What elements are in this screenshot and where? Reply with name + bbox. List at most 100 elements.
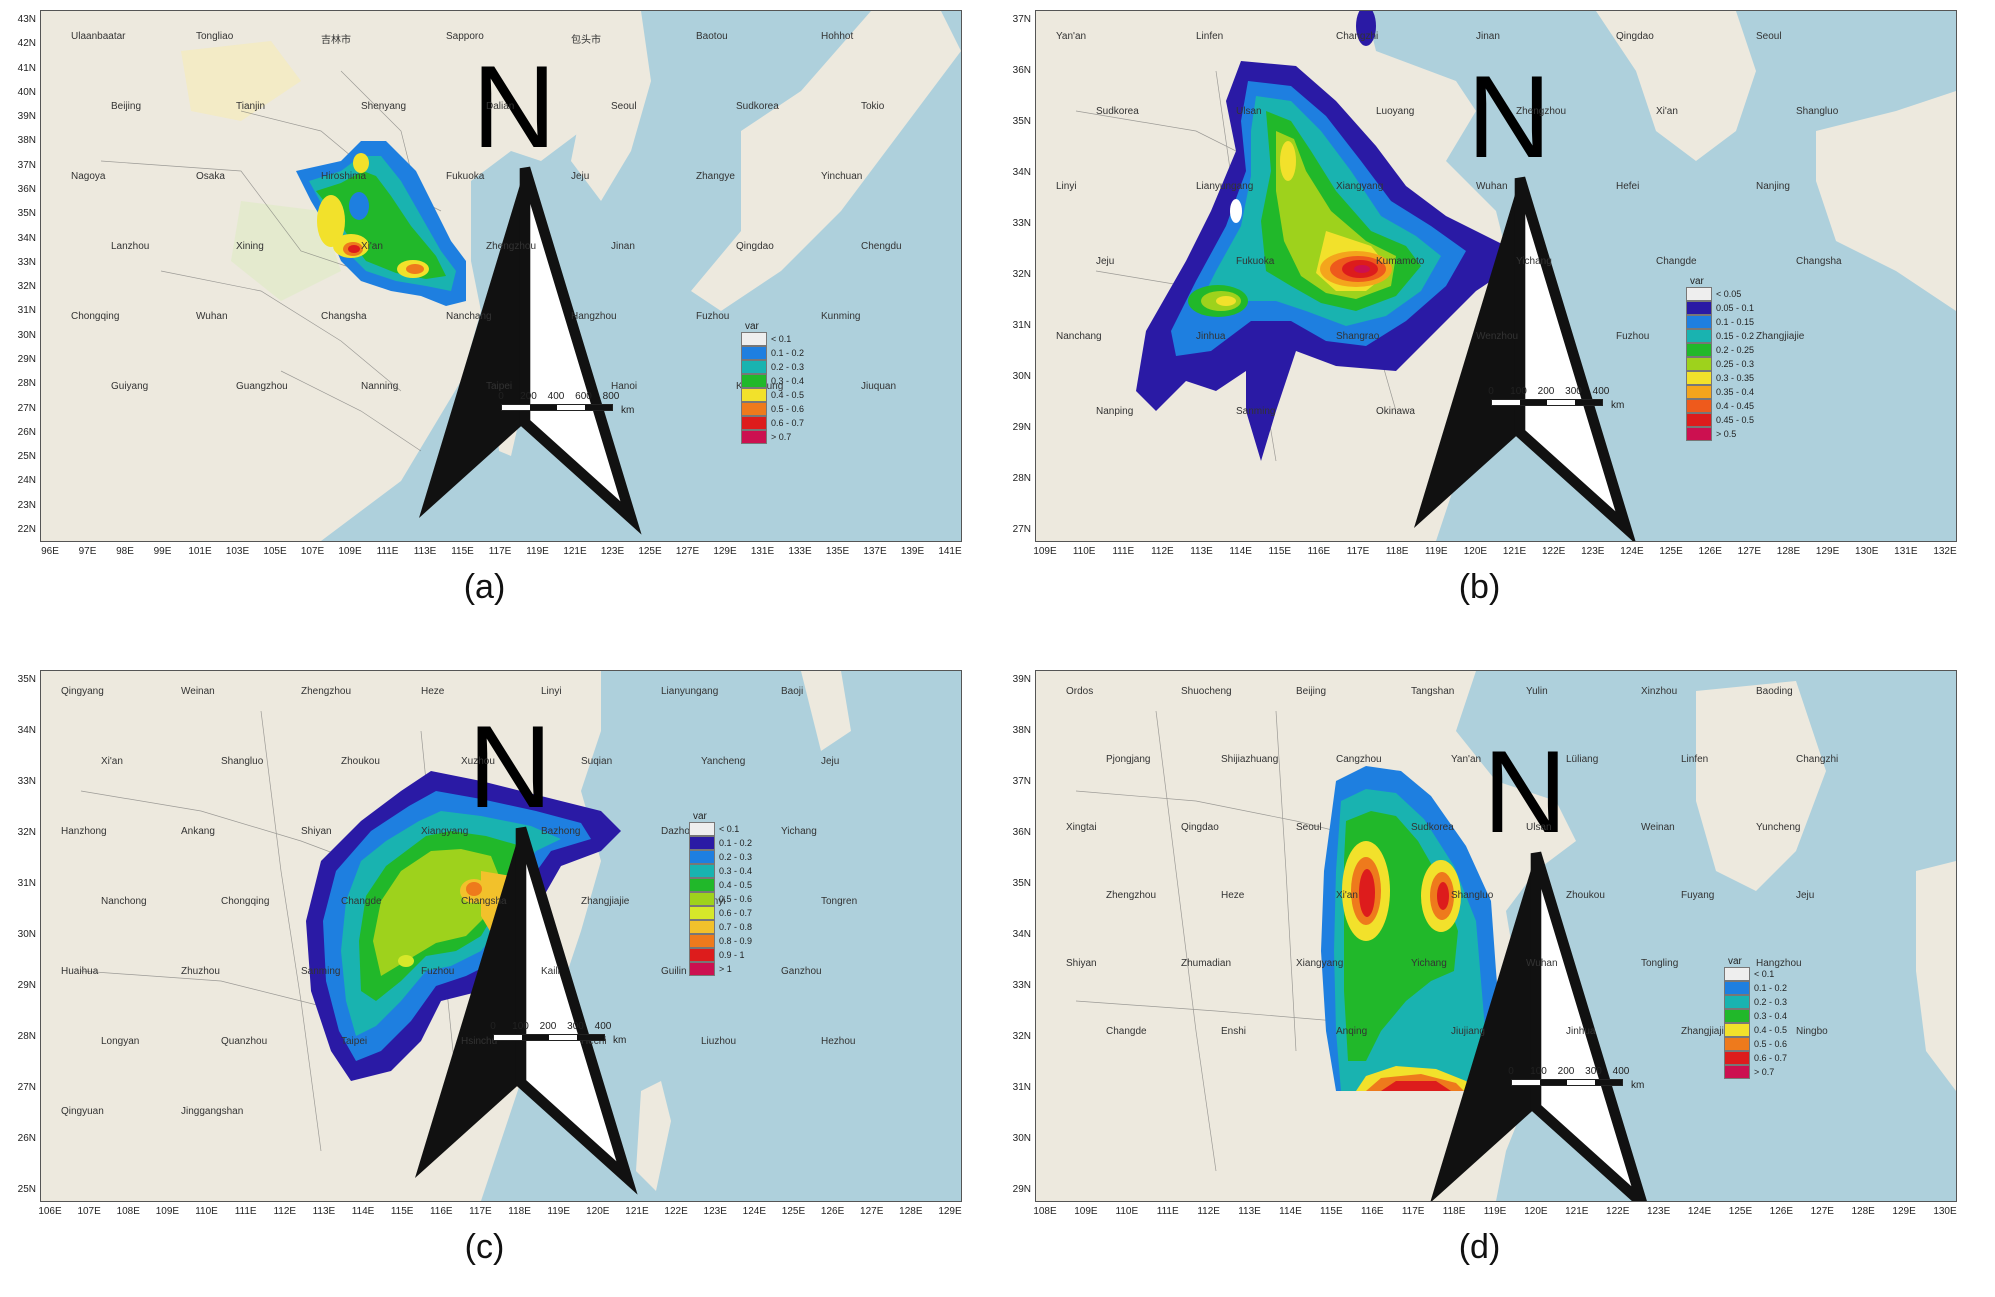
place-label: Changde [1106,1026,1147,1037]
lon-tick-label: 114E [1279,1206,1302,1217]
place-label: Jeju [571,171,590,182]
place-label: Seoul [611,101,637,112]
lat-tick-label: 34N [1012,929,1031,940]
legend-label: 0.35 - 0.4 [1716,387,1755,397]
lon-tick-label: 124E [1620,546,1644,557]
legend-label: 0.5 - 0.6 [719,894,753,904]
legend-swatch [1724,1051,1750,1065]
place-label: Shiyan [1066,958,1097,969]
lon-tick-label: 128E [1851,1206,1875,1217]
place-label: Sudkorea [1411,822,1454,833]
place-label: Sapporo [446,31,484,42]
panel-caption: (b) [1458,568,1501,606]
lon-tick-label: 114E [351,1206,375,1217]
place-label: Taipei [341,1036,368,1047]
lat-tick-label: 33N [17,256,36,268]
place-label: Ningbo [1796,1026,1828,1037]
lon-tick-label: 125E [781,1206,806,1217]
lon-tick-label: 111E [1156,1206,1179,1217]
place-label: Xi'an [1656,106,1678,117]
legend-label: 0.3 - 0.4 [719,866,753,876]
place-label: Xingtai [1066,822,1097,833]
legend-label: 0.6 - 0.7 [1754,1053,1788,1063]
lon-tick-label: 127E [675,546,700,557]
lon-tick-label: 111E [1112,546,1135,557]
legend-label: 0.05 - 0.1 [1716,303,1755,313]
lon-tick-label: 121E [563,546,587,557]
place-label: Heze [421,686,445,697]
scale-label: 0 [498,391,504,402]
place-label: Pjongjang [1106,754,1151,765]
lat-tick-label: 23N [17,499,36,511]
place-label: Huaihua [61,966,99,977]
place-label: Shangrao [1336,331,1380,342]
lat-tick-label: 34N [17,232,36,244]
lon-tick-label: 130E [1855,546,1879,557]
place-label: Ordos [1066,686,1094,697]
map-panel-b: N Yan'an Linfen Changzhi Jinan Qingdao Seoul S… [995,0,1964,623]
map-area[interactable]: N Ulaanbaatar Tongliao 吉林市 Sapporo 包头市 Baotou… [40,10,962,542]
lat-tick-label: 34N [1012,167,1031,178]
place-label: Qingdao [736,241,774,252]
place-label: Shuocheng [1181,686,1232,697]
legend-label: 0.1 - 0.2 [1754,983,1788,993]
lat-tick-label: 33N [1012,218,1031,229]
place-label: Yan'an [1056,31,1087,42]
map-area[interactable]: N Ordos Shuocheng Beijing Tangshan Yulin Xinz… [1035,670,1957,1202]
place-label: Guangzhou [236,381,288,392]
legend-entry: 0.5 - 0.6 [1724,1037,1787,1051]
north-arrow-icon: N [65,41,642,535]
place-label: Baoji [781,686,804,697]
place-label: Tangshan [1411,686,1455,697]
legend-entry: 0.4 - 0.45 [1686,399,1754,413]
legend-entry: 0.1 - 0.2 [689,836,752,850]
lon-tick-label: 122E [664,1206,688,1217]
legend-swatch [1686,315,1712,329]
lon-tick-label: 118E [508,1206,531,1217]
place-label: Hechi [581,1036,607,1047]
place-label: Changzhi [1336,31,1379,42]
lat-tick-label: 29N [1012,1184,1031,1195]
scale-label: 0 [1488,386,1494,397]
lat-tick-label: 32N [1012,1031,1031,1042]
scale-segment [584,405,612,410]
scale-label: 0 [1508,1066,1514,1077]
lat-tick-label: 27N [1012,524,1031,535]
lon-tick-label: 127E [1810,1206,1834,1217]
lat-tick-label: 35N [17,208,36,220]
lon-tick-label: 131E [750,546,775,557]
place-label: Linfen [1681,754,1709,765]
legend-swatch [1724,967,1750,981]
legend-swatch [741,360,767,374]
lon-tick-label: 129E [713,546,737,557]
legend-label: 0.4 - 0.5 [771,390,805,400]
north-arrow-icon: N [1060,51,1636,541]
lat-tick-label: 36N [1012,827,1031,838]
lat-tick-label: 31N [17,305,36,317]
scale-segment [1519,400,1547,405]
legend-entry: 0.3 - 0.4 [689,864,752,878]
legend-entry: < 0.1 [1724,967,1787,981]
map-area[interactable]: N Yan'an Linfen Changzhi Jinan Qingdao Seoul S… [1035,10,1957,542]
legend-entry: 0.4 - 0.5 [1724,1023,1787,1037]
place-label: Fuyang [1681,890,1715,901]
legend-label: 0.4 - 0.45 [1716,401,1755,411]
place-label: Nanping [1096,406,1134,417]
place-label: Zhumadian [1181,958,1232,969]
place-label: Nanning [361,381,399,392]
lon-tick-label: 121E [1565,1206,1589,1217]
place-label: Fuzhou [1616,331,1650,342]
legend-label: 0.3 - 0.4 [771,376,805,386]
legend-swatch [689,920,715,934]
scale-label: 600 [575,391,592,402]
lon-tick-label: 121E [1502,546,1527,557]
map-area[interactable]: N Qingyang Weinan Zhengzhou Heze Linyi Lianyu… [40,670,962,1202]
place-label: Shijiazhuang [1221,754,1279,765]
map-legend: var < 0.1 0.1 - 0.2 0.2 - 0.3 0.3 - 0.4 0.4 -… [741,321,804,444]
legend-label: 0.45 - 0.5 [1716,415,1755,425]
lat-tick-label: 33N [17,776,36,787]
legend-entry: 0.6 - 0.7 [1724,1051,1787,1065]
land-taiwan [636,1081,671,1191]
lon-tick-label: 128E [1776,546,1801,557]
lon-tick-label: 119E [1424,546,1448,557]
